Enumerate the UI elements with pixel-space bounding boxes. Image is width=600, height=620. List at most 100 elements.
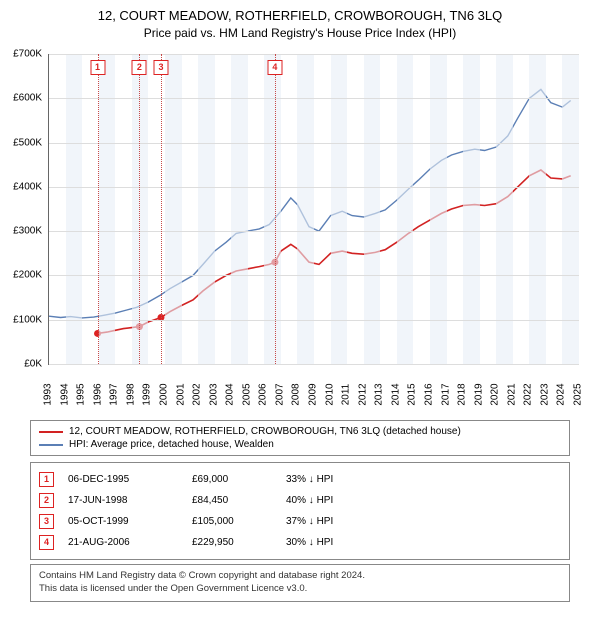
year-band	[364, 54, 381, 364]
event-price: £69,000	[192, 474, 272, 485]
footer-line-2: This data is licensed under the Open Gov…	[39, 583, 561, 596]
x-axis-label: 2003	[208, 383, 219, 405]
gridline-h	[49, 54, 579, 55]
event-diff: 30% ↓ HPI	[286, 537, 561, 548]
footer-line-1: Contains HM Land Registry data © Crown c…	[39, 570, 561, 583]
year-band	[496, 54, 513, 364]
sale-marker-box: 3	[153, 60, 168, 75]
x-axis-label: 2024	[556, 383, 567, 405]
x-axis-label: 2001	[175, 383, 186, 405]
x-axis-label: 2019	[473, 383, 484, 405]
sale-marker-line	[139, 54, 140, 364]
x-axis-label: 2014	[390, 383, 401, 405]
event-price: £105,000	[192, 516, 272, 527]
event-price: £229,950	[192, 537, 272, 548]
year-band	[198, 54, 215, 364]
x-axis-label: 2021	[506, 383, 517, 405]
event-number-box: 1	[39, 472, 54, 487]
gridline-h	[49, 98, 579, 99]
legend-row: 12, COURT MEADOW, ROTHERFIELD, CROWBOROU…	[39, 425, 561, 438]
x-axis-label: 2011	[341, 384, 352, 406]
sale-marker-line	[275, 54, 276, 364]
y-axis-label: £100K	[13, 314, 42, 325]
y-axis-label: £400K	[13, 181, 42, 192]
x-axis-label: 1999	[142, 383, 153, 405]
legend-box: 12, COURT MEADOW, ROTHERFIELD, CROWBOROU…	[30, 420, 570, 456]
x-axis-label: 2002	[192, 383, 203, 405]
gridline-h	[49, 231, 579, 232]
x-axis-label: 1994	[59, 383, 70, 405]
x-axis-label: 2006	[258, 383, 269, 405]
event-date: 05-OCT-1999	[68, 516, 178, 527]
gridline-h	[49, 143, 579, 144]
event-row: 3 05-OCT-1999 £105,000 37% ↓ HPI	[39, 511, 561, 532]
legend-text: HPI: Average price, detached house, Weal…	[69, 439, 274, 450]
year-band	[397, 54, 414, 364]
event-date: 17-JUN-1998	[68, 495, 178, 506]
gridline-h	[49, 275, 579, 276]
x-axis-label: 2008	[291, 383, 302, 405]
plot-area: 1234	[48, 54, 579, 365]
x-axis-label: 2017	[440, 383, 451, 405]
x-axis-label: 2010	[324, 383, 335, 405]
events-table: 1 06-DEC-1995 £69,000 33% ↓ HPI 2 17-JUN-1998…	[30, 462, 570, 560]
year-band	[331, 54, 348, 364]
event-row: 2 17-JUN-1998 £84,450 40% ↓ HPI	[39, 490, 561, 511]
event-number-box: 2	[39, 493, 54, 508]
sale-marker-box: 2	[132, 60, 147, 75]
x-axis-label: 2000	[158, 383, 169, 405]
x-axis-label: 2005	[241, 383, 252, 405]
x-axis-label: 2023	[539, 383, 550, 405]
event-row: 4 21-AUG-2006 £229,950 30% ↓ HPI	[39, 532, 561, 553]
y-axis-label: £200K	[13, 270, 42, 281]
x-axis-label: 1998	[125, 383, 136, 405]
y-axis-label: £300K	[13, 226, 42, 237]
year-band	[231, 54, 248, 364]
x-axis-label: 2012	[357, 383, 368, 405]
year-band	[529, 54, 546, 364]
x-axis-label: 1996	[92, 383, 103, 405]
x-axis-label: 1993	[43, 383, 54, 405]
legend-text: 12, COURT MEADOW, ROTHERFIELD, CROWBOROU…	[69, 426, 461, 437]
event-diff: 40% ↓ HPI	[286, 495, 561, 506]
sale-marker-box: 1	[90, 60, 105, 75]
gridline-h	[49, 364, 579, 365]
year-band	[66, 54, 83, 364]
event-date: 06-DEC-1995	[68, 474, 178, 485]
sale-marker-line	[98, 54, 99, 364]
year-band	[264, 54, 281, 364]
year-band	[562, 54, 579, 364]
titles: 12, COURT MEADOW, ROTHERFIELD, CROWBOROU…	[0, 0, 600, 44]
x-axis-label: 2004	[225, 383, 236, 405]
chart-container: 12, COURT MEADOW, ROTHERFIELD, CROWBOROU…	[0, 0, 600, 602]
x-axis-label: 2018	[457, 383, 468, 405]
x-axis-label: 1995	[76, 383, 87, 405]
event-date: 21-AUG-2006	[68, 537, 178, 548]
y-axis-label: £700K	[13, 49, 42, 60]
year-band	[297, 54, 314, 364]
year-band	[430, 54, 447, 364]
legend-row: HPI: Average price, detached house, Weal…	[39, 438, 561, 451]
title-main: 12, COURT MEADOW, ROTHERFIELD, CROWBOROU…	[10, 8, 590, 23]
event-number-box: 3	[39, 514, 54, 529]
event-number-box: 4	[39, 535, 54, 550]
event-diff: 37% ↓ HPI	[286, 516, 561, 527]
x-axis-label: 2025	[573, 383, 584, 405]
legend-swatch	[39, 431, 63, 433]
x-axis-label: 2022	[523, 383, 534, 405]
y-axis-label: £500K	[13, 137, 42, 148]
x-axis-label: 2015	[407, 383, 418, 405]
gridline-h	[49, 320, 579, 321]
event-diff: 33% ↓ HPI	[286, 474, 561, 485]
x-axis-label: 2009	[308, 383, 319, 405]
legend-swatch	[39, 444, 63, 446]
event-price: £84,450	[192, 495, 272, 506]
year-band	[463, 54, 480, 364]
x-axis-label: 2016	[423, 383, 434, 405]
year-band	[99, 54, 116, 364]
title-sub: Price paid vs. HM Land Registry's House …	[10, 26, 590, 40]
gridline-h	[49, 187, 579, 188]
event-row: 1 06-DEC-1995 £69,000 33% ↓ HPI	[39, 469, 561, 490]
year-band	[165, 54, 182, 364]
y-axis-label: £600K	[13, 93, 42, 104]
